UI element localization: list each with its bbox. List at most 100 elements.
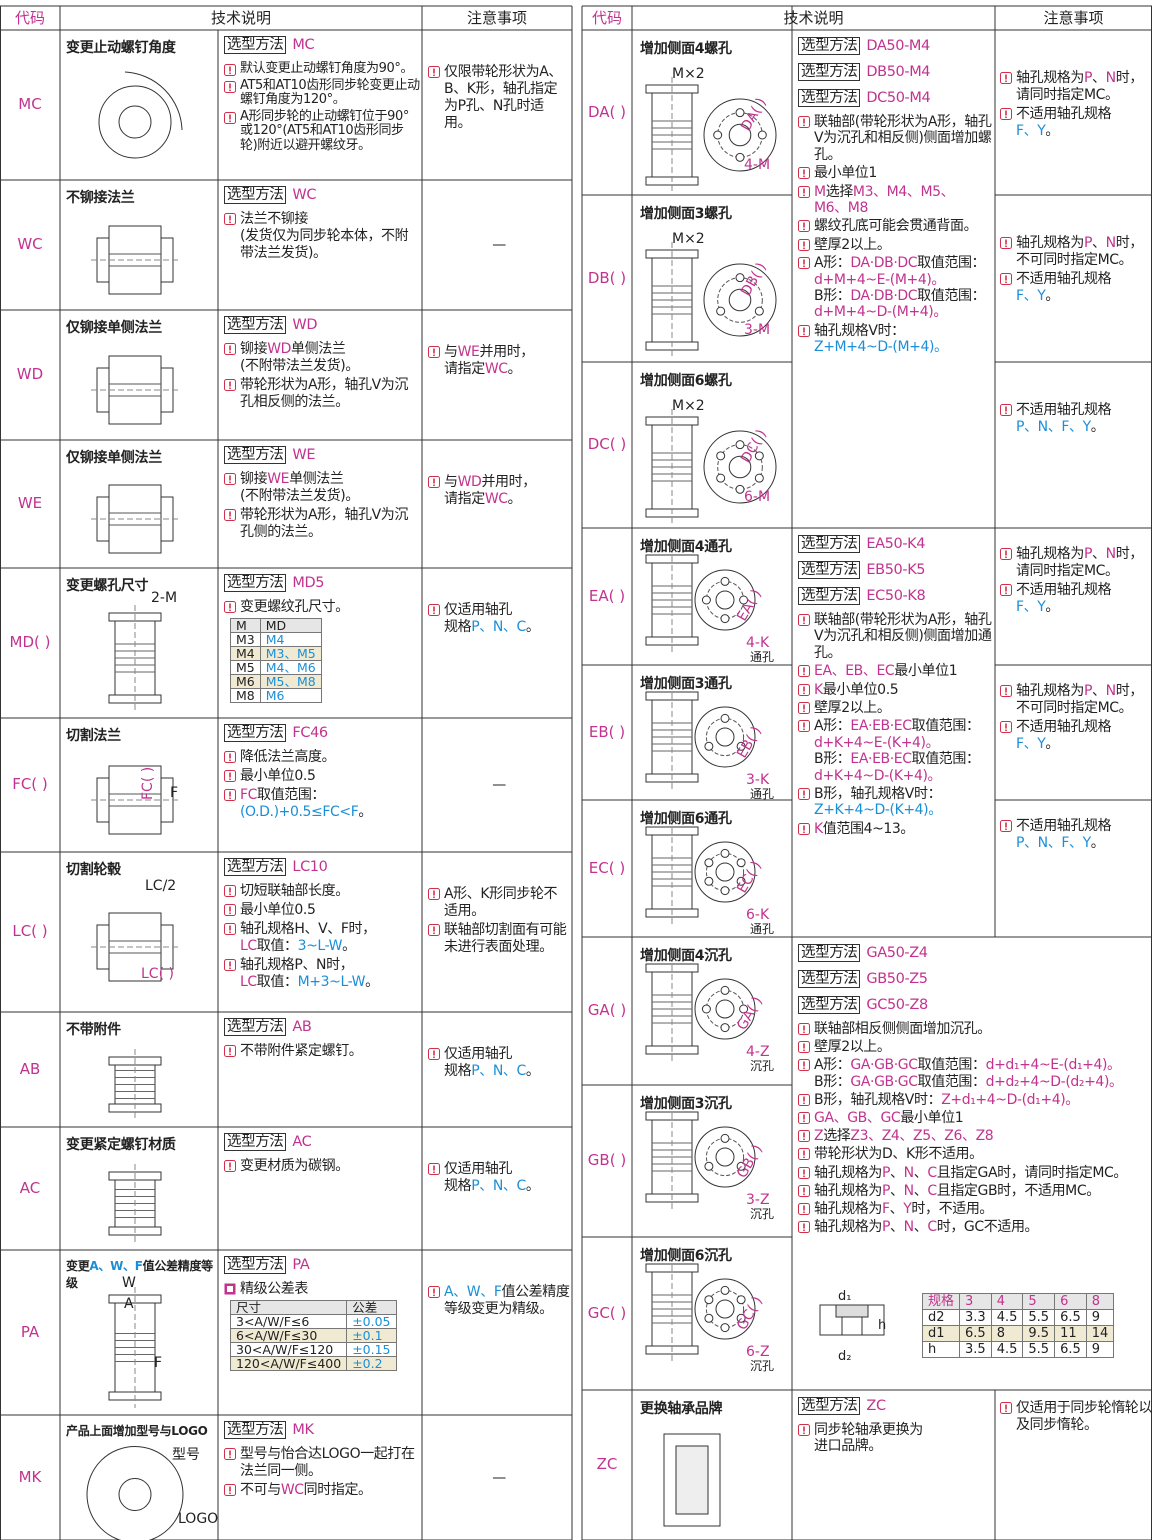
spec-item-text: 、	[890, 1183, 904, 1199]
option-title: 增加侧面6螺孔	[640, 370, 790, 390]
spec-item-text: 、	[914, 1165, 928, 1181]
spec-item-text: 值范围4~13。	[823, 821, 914, 837]
note-icon	[798, 1203, 810, 1219]
notes: 轴孔规格为P、N时， 不可同时指定MC。不适用轴孔规格 F、Y。	[1000, 235, 1152, 307]
option-description: 选型方法WE铆接WE单侧法兰 (不附带法兰发货)。带轮形状为A形，轴孔V为沉孔侧…	[224, 445, 420, 543]
spec-item-text: 、	[890, 1201, 904, 1217]
table-cell: h	[923, 1342, 960, 1358]
spec-item-text: 取值范围：	[912, 751, 980, 767]
option-code: PA	[0, 1323, 60, 1341]
note-icon	[224, 213, 236, 230]
table-cell: 120<A/W/F≤400	[231, 1357, 347, 1371]
note-text: A形、K形同步轮不适用。	[444, 886, 557, 919]
sketch-label: d₁	[838, 1289, 851, 1304]
method-label: 选型方法	[224, 446, 286, 464]
hole	[737, 1296, 745, 1304]
spec-item-text: 选择	[823, 1128, 850, 1144]
spec-item-text: 法兰不铆接 (发货仅为同步轮本体，不附带法兰发货)。	[240, 211, 408, 261]
note: 轴孔规格为P、N时， 请同时指定MC。	[1000, 70, 1152, 104]
notes: 不适用轴孔规格 P、N、F、Y。	[1000, 402, 1152, 438]
note-icon	[798, 1130, 810, 1146]
method-code: GC50-Z8	[866, 997, 927, 1013]
selection-method: 选型方法WE	[224, 445, 420, 465]
spec-item-text: 且指定GB时，不适用MC。	[937, 1183, 1100, 1199]
note-icon	[1000, 820, 1012, 837]
note-icon	[1000, 404, 1012, 421]
figure-label: 通孔	[750, 920, 774, 937]
table-cell: ±0.1	[347, 1329, 396, 1343]
option-description: 选型方法MD5变更螺纹孔尺寸。MMDM3M4M4M3、M5M5M4、M6M6M5…	[224, 573, 420, 703]
hole	[721, 1324, 729, 1332]
note: 仅适用轴孔 规格P、N、C。	[428, 1046, 570, 1080]
spec-item-text-highlight: Z+M+4~D-(M+4)。	[814, 339, 948, 355]
figure-label: F	[154, 1355, 162, 1371]
table-cell: M	[231, 619, 261, 633]
table-cell: 5	[1023, 1294, 1055, 1310]
drawing	[109, 485, 161, 553]
table-row: d16.589.51114	[923, 1326, 1114, 1342]
selection-method: 选型方法FC46	[224, 723, 420, 743]
figure-label: 型号	[172, 1444, 200, 1464]
spec-item: 轴孔规格P、N时， LC取值：M+3~L-W。	[224, 957, 420, 991]
spec-item-text: 变更螺纹孔尺寸。	[240, 599, 349, 615]
note-icon	[798, 1041, 810, 1057]
method-label: 选型方法	[224, 1421, 286, 1439]
note-icon	[798, 1059, 810, 1075]
option-title: 变更止动螺钉角度	[66, 37, 218, 57]
table-cell: 14	[1086, 1326, 1114, 1342]
table-title: 精级公差表	[240, 1281, 308, 1297]
figure-label: W	[122, 1275, 136, 1291]
note-text: 。	[1045, 288, 1059, 304]
note-text: 与	[444, 344, 458, 360]
table-cell: 尺寸	[231, 1301, 347, 1315]
method-code: GA50-Z4	[866, 945, 927, 961]
spec-item-text: 壁厚2以上。	[814, 700, 891, 716]
note-icon	[224, 1283, 236, 1300]
note-text-highlight: WC	[485, 361, 508, 377]
title-part: 切割轮毂	[66, 862, 121, 878]
table-cell: d2	[923, 1310, 960, 1326]
hole	[721, 577, 729, 585]
spec-table: MMDM3M4M4M3、M5M5M4、M6M6M5、M8M8M6	[230, 618, 322, 703]
note-text-highlight: N	[1106, 546, 1116, 562]
option-title: 增加侧面4通孔	[640, 536, 790, 556]
table-cell: 8	[1086, 1294, 1114, 1310]
spec-item-text: 降低法兰高度。	[240, 749, 335, 765]
note-icon	[798, 257, 810, 273]
note-icon	[798, 325, 810, 341]
spec-item: 最小单位0.5	[224, 768, 420, 785]
option-description: 选型方法MK型号与怡合达LOGO一起打在法兰同一侧。不可与WC同时指定。	[224, 1420, 420, 1501]
spec-item-text: 铆接	[240, 341, 267, 357]
spec-item-text: A形：	[814, 1057, 850, 1073]
spec-item-text: B形，轴孔规格V时：	[814, 1092, 941, 1108]
method-code: PA	[292, 1257, 309, 1273]
table-cell: 3	[960, 1294, 992, 1310]
note-icon	[224, 1484, 236, 1501]
hole	[736, 485, 744, 493]
spec-item-text-highlight: N	[904, 1165, 914, 1181]
option-description: 选型方法AB不带附件紧定螺钉。	[224, 1017, 420, 1062]
table-row: M5M4、M6	[231, 661, 322, 675]
spec-item-text-highlight: DA·DB·DC	[850, 255, 917, 271]
spec-item-text-highlight: Z3、Z4、Z5、Z6、Z8	[850, 1128, 993, 1144]
spec-item: 切短联轴部长度。	[224, 883, 420, 900]
note-icon	[1000, 721, 1012, 738]
spec-item: GA、GB、GC最小单位1	[798, 1110, 1150, 1126]
note-icon	[428, 66, 440, 83]
hole	[755, 307, 763, 315]
method-label: 选型方法	[224, 1133, 286, 1151]
spec-item-text: AT5和AT10齿形同步轮变更止动螺钉角度为120°。	[240, 78, 420, 108]
option-code: DA( )	[582, 103, 632, 121]
method-code: MC	[292, 37, 314, 53]
figure-label: M×2	[672, 398, 705, 414]
hole	[705, 1296, 713, 1304]
spec-item-text: 变更材质为碳钢。	[240, 1158, 349, 1174]
title-part: 变更	[66, 1259, 89, 1273]
selection-method: 选型方法GA50-Z4	[798, 943, 1150, 963]
spec-item-text-highlight: Z+K+4~D-(K+4)。	[814, 802, 942, 818]
spec-item-text: 时，不适用。	[911, 1201, 993, 1217]
spec-item: 轴孔规格为P、N、C且指定GA时，请同时指定MC。	[798, 1165, 1150, 1181]
sketch-label: d₂	[838, 1349, 851, 1364]
note-icon	[798, 1112, 810, 1128]
note-text: 不适用轴孔规格	[1016, 582, 1111, 598]
